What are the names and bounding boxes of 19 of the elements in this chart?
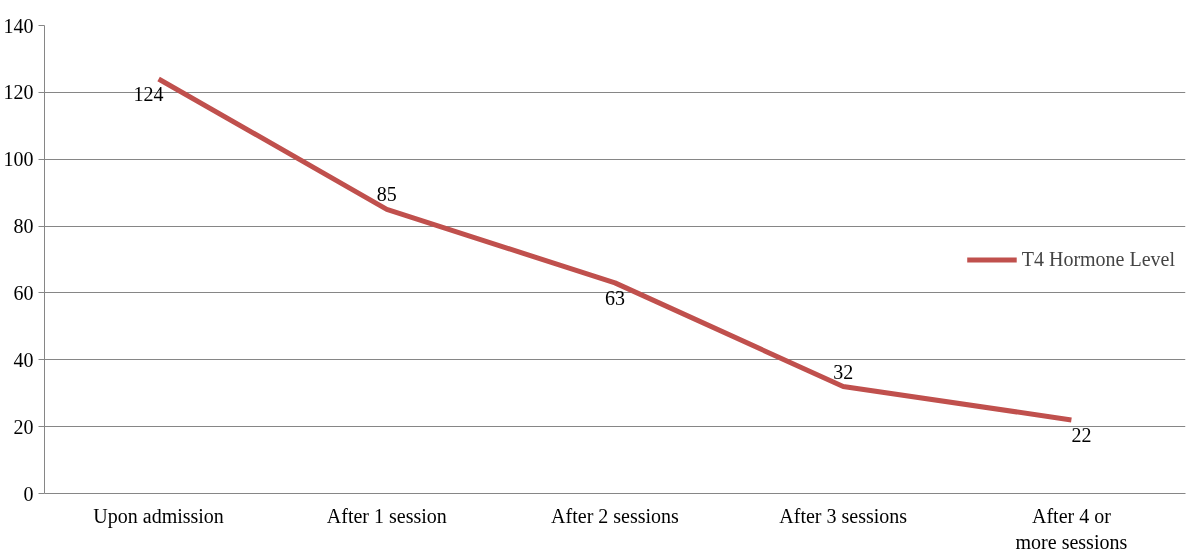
y-tick-label: 80 — [13, 215, 34, 238]
y-tick-label: 60 — [13, 281, 34, 304]
y-tick-label: 100 — [3, 148, 34, 171]
y-tick-label: 140 — [3, 14, 34, 37]
x-tick-label: After 1 session — [326, 504, 447, 527]
data-label: 22 — [1071, 423, 1092, 446]
data-label: 124 — [133, 82, 164, 105]
data-label: 85 — [376, 183, 397, 206]
x-tick-label: After 4 or more sessions — [1015, 504, 1128, 553]
y-tick-label: 20 — [13, 415, 34, 438]
y-tick-label: 40 — [13, 348, 34, 371]
data-label: 63 — [605, 286, 625, 309]
y-tick-label: 0 — [23, 482, 34, 505]
data-label: 32 — [833, 360, 854, 383]
y-tick-label: 120 — [3, 81, 34, 104]
x-tick-label: Upon admission — [93, 504, 224, 528]
x-tick-label: After 3 sessions — [779, 504, 908, 527]
legend-label: T4 Hormone Level — [1021, 247, 1175, 271]
x-tick-label: After 2 sessions — [551, 504, 680, 527]
